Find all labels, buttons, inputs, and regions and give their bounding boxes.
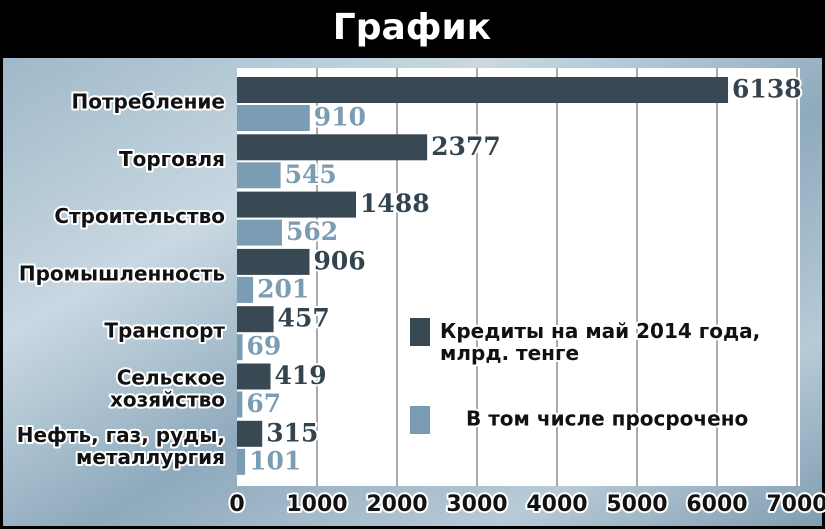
x-tick-label: 3000: [446, 492, 507, 517]
legend-label: В том числе просрочено: [466, 407, 748, 431]
value-label: 906: [313, 246, 365, 275]
legend-swatch: [410, 406, 430, 434]
y-tick-label: Сельское хозяйство: [110, 365, 225, 411]
value-label: 457: [278, 304, 330, 333]
y-tick-label: Потребление: [71, 90, 225, 114]
bar: [237, 448, 246, 475]
y-tick-label: Транспорт: [104, 319, 225, 343]
y-tick-label: Промышленность: [19, 261, 225, 285]
value-label: 315: [266, 418, 318, 447]
x-tick-label: 5000: [606, 492, 667, 517]
value-label: 2377: [431, 132, 501, 161]
bar: [237, 162, 281, 189]
value-label: 1488: [360, 189, 430, 218]
value-label: 910: [314, 103, 366, 132]
value-label: 6138: [732, 75, 802, 104]
bar: [237, 248, 310, 275]
legend-label: Кредиты на май 2014 года, млрд. тенге: [440, 319, 760, 365]
x-tick-label: 7000: [766, 492, 825, 517]
y-tick-label: Торговля: [119, 147, 225, 171]
value-label: 545: [285, 160, 337, 189]
bar: [237, 134, 428, 161]
bar: [237, 391, 243, 418]
x-tick-label: 1000: [286, 492, 347, 517]
bar: [237, 306, 274, 333]
bar: [237, 219, 282, 246]
bar: [237, 105, 310, 131]
x-tick-label: 0: [229, 492, 244, 517]
value-label: 101: [249, 446, 301, 475]
value-label: 562: [286, 217, 338, 246]
bar: [237, 191, 357, 218]
bar: [237, 420, 263, 447]
bar: [237, 77, 729, 103]
x-tick-label: 4000: [526, 492, 587, 517]
value-label: 419: [275, 361, 327, 390]
bar: [237, 334, 243, 361]
value-label: 69: [247, 332, 282, 361]
legend-swatch: [410, 318, 430, 346]
y-tick-label: Нефть, газ, руды, металлургия: [17, 422, 225, 468]
value-label: 67: [246, 389, 281, 418]
value-label: 201: [257, 274, 309, 303]
bar: [237, 363, 271, 390]
y-tick-label: Строительство: [54, 204, 225, 228]
chart-title: График: [333, 7, 491, 48]
bar: [237, 276, 254, 303]
x-tick-label: 2000: [366, 492, 427, 517]
x-tick-label: 6000: [686, 492, 747, 517]
